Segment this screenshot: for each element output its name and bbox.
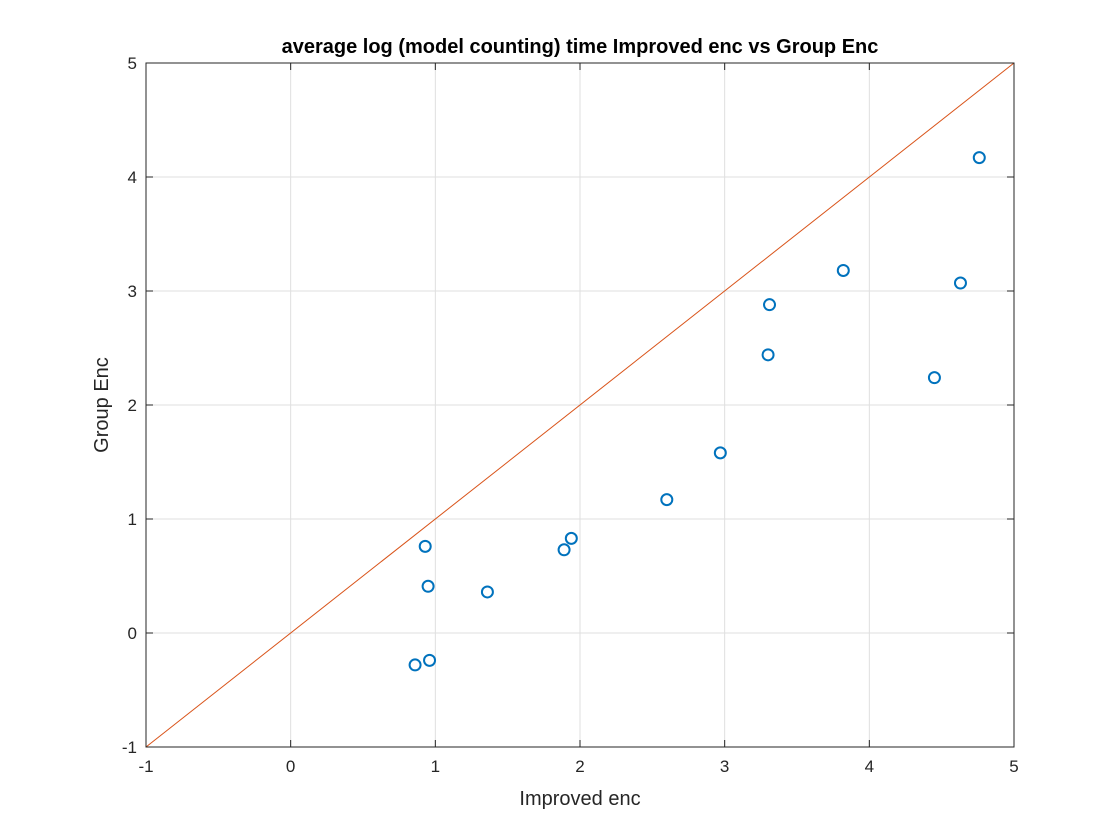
x-tick-label: 1 (431, 757, 440, 776)
chart-title: average log (model counting) time Improv… (282, 36, 879, 58)
data-point (557, 543, 571, 557)
data-point (713, 446, 727, 460)
data-point (761, 348, 775, 362)
data-point (953, 276, 967, 290)
data-point (408, 658, 422, 672)
y-tick-label: 0 (128, 624, 137, 643)
ticks (145, 62, 1015, 748)
x-tick-label: 2 (575, 757, 584, 776)
data-point (480, 585, 494, 599)
reference-line-layer (145, 62, 1015, 748)
data-point (972, 151, 986, 165)
data-point (423, 653, 437, 667)
data-point (763, 298, 777, 312)
y-tick-labels: -1 0 1 2 3 4 5 (122, 54, 137, 757)
reference-line (145, 62, 1015, 748)
data-point (421, 579, 435, 593)
data-point (836, 263, 850, 277)
y-tick-label: 2 (128, 396, 137, 415)
x-tick-label: 4 (865, 757, 874, 776)
y-tick-label: 5 (128, 54, 137, 73)
data-points (408, 151, 986, 672)
y-tick-label: 3 (128, 282, 137, 301)
x-tick-label: 3 (720, 757, 729, 776)
y-axis-label: Group Enc (91, 357, 113, 453)
y-tick-label: -1 (122, 738, 137, 757)
data-point (564, 531, 578, 545)
x-tick-labels: -1 0 1 2 3 4 5 (138, 757, 1018, 776)
data-point (418, 539, 432, 553)
y-tick-label: 4 (128, 168, 137, 187)
data-point (927, 371, 941, 385)
x-axis-label: Improved enc (519, 788, 640, 810)
data-point (660, 493, 674, 507)
y-tick-label: 1 (128, 510, 137, 529)
x-tick-label: 5 (1009, 757, 1018, 776)
x-tick-label: -1 (138, 757, 153, 776)
x-tick-label: 0 (286, 757, 295, 776)
